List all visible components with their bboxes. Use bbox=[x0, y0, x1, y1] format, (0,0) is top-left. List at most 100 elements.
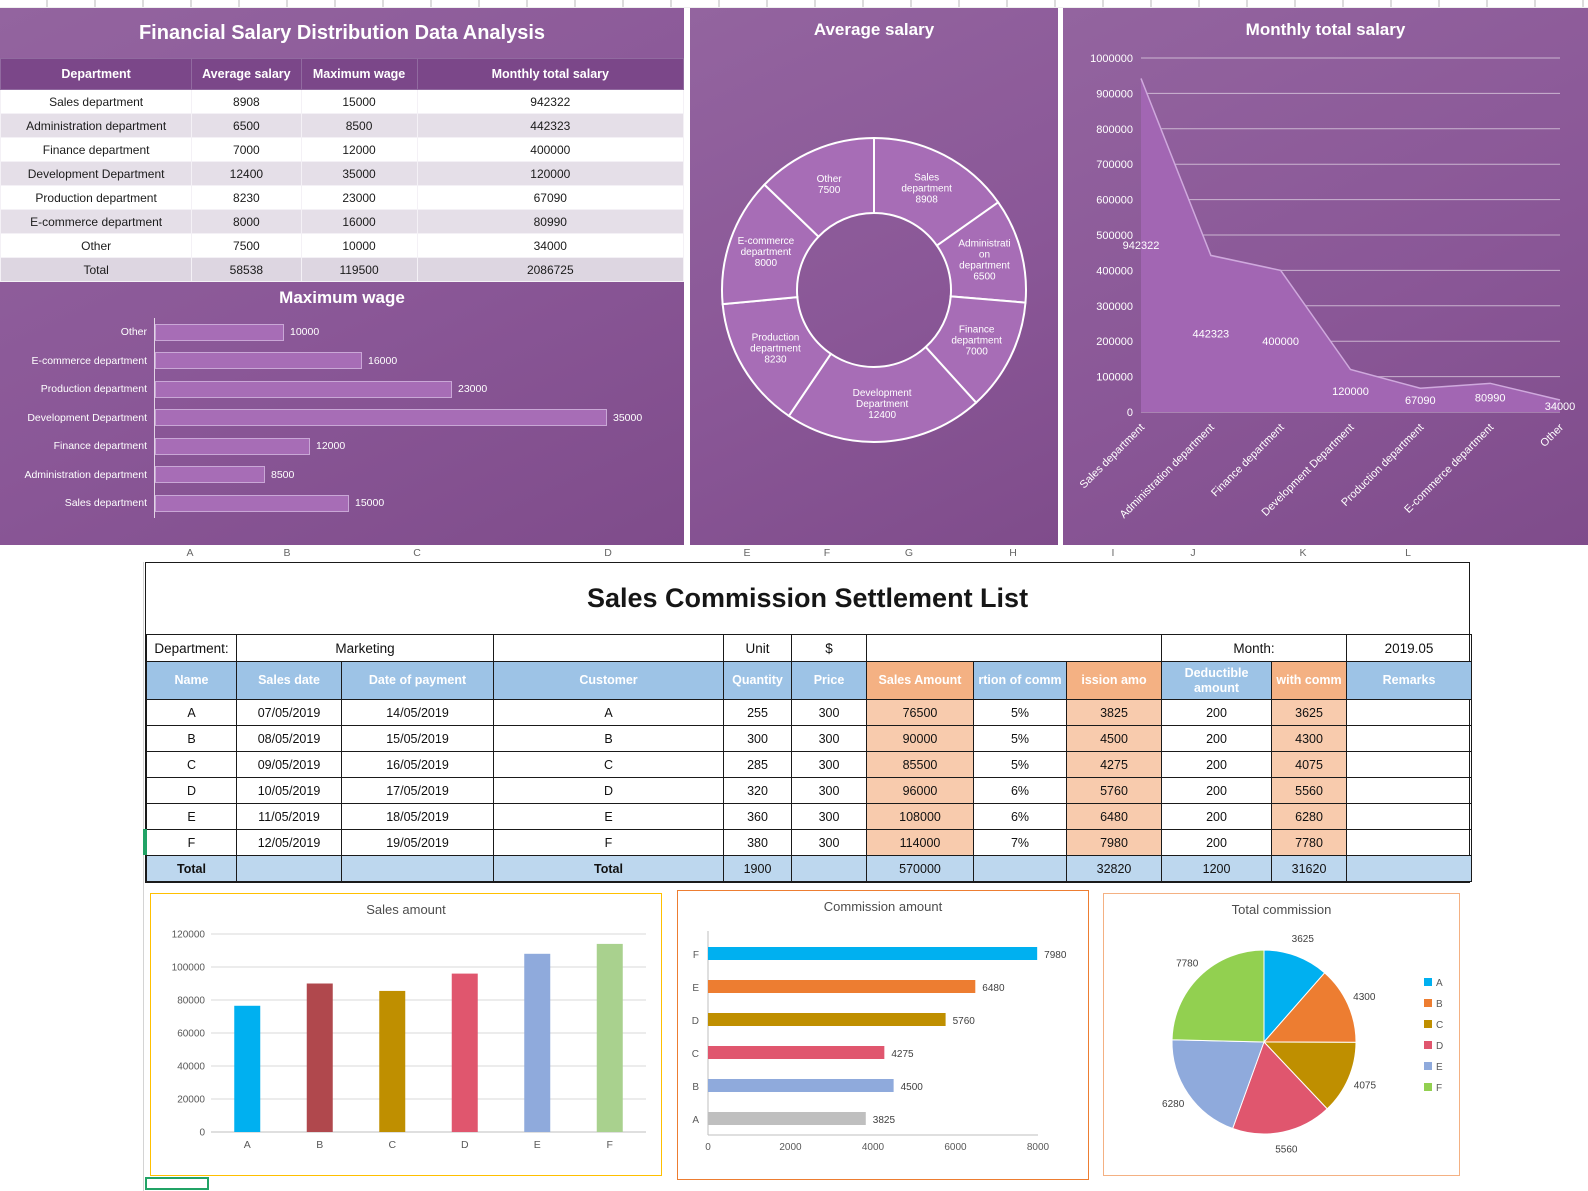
unit-value-cell[interactable]: $ bbox=[791, 634, 867, 662]
column-letter-H[interactable]: H bbox=[1009, 547, 1017, 559]
commission-cell[interactable] bbox=[1346, 777, 1473, 804]
salary-cell[interactable]: 80990 bbox=[416, 209, 685, 234]
bar-Other[interactable] bbox=[155, 323, 284, 341]
commission-cell[interactable]: A bbox=[493, 699, 724, 726]
bar-E[interactable] bbox=[708, 980, 976, 993]
salary-cell[interactable]: Finance department bbox=[0, 137, 193, 162]
commission-cell[interactable] bbox=[1346, 803, 1473, 830]
commission-cell[interactable]: A bbox=[146, 699, 237, 726]
salary-cell[interactable]: 119500 bbox=[300, 257, 418, 282]
column-letter-D[interactable]: D bbox=[604, 547, 612, 559]
total-cell[interactable] bbox=[973, 855, 1067, 882]
bar-C[interactable] bbox=[708, 1046, 885, 1059]
commission-cell[interactable]: 90000 bbox=[866, 725, 974, 752]
commission-cell[interactable]: 07/05/2019 bbox=[236, 699, 342, 726]
salary-cell[interactable]: 12000 bbox=[300, 137, 418, 162]
commission-cell[interactable]: 7% bbox=[973, 829, 1067, 856]
bar-Finance department[interactable] bbox=[155, 437, 310, 455]
empty-cell[interactable] bbox=[493, 634, 724, 662]
pie-slice-F[interactable] bbox=[1171, 949, 1265, 1043]
total-cell[interactable] bbox=[791, 855, 867, 882]
salary-cell[interactable]: 8000 bbox=[191, 209, 302, 234]
commission-cell[interactable]: 12/05/2019 bbox=[236, 829, 342, 856]
unit-label-cell[interactable]: Unit bbox=[723, 634, 792, 662]
commission-cell[interactable]: 6280 bbox=[1271, 803, 1348, 830]
total-cell[interactable] bbox=[1346, 855, 1473, 882]
salary-cell[interactable]: Production department bbox=[0, 185, 193, 210]
total-cell[interactable]: 1900 bbox=[723, 855, 792, 882]
commission-cell[interactable]: 300 bbox=[723, 725, 792, 752]
commission-amount-bar-chart[interactable]: F 7980 E 6480 D 5760 C 4275 B 4500 A 3825 0 2000 4000 6… bbox=[678, 917, 1086, 1177]
salary-cell[interactable]: 67090 bbox=[416, 185, 685, 210]
legend-label-D[interactable]: D bbox=[1436, 1041, 1443, 1052]
commission-cell[interactable]: 18/05/2019 bbox=[341, 803, 494, 830]
total-cell[interactable]: 31620 bbox=[1271, 855, 1348, 882]
pie-slice-D[interactable] bbox=[1232, 1041, 1328, 1135]
bar-Sales department[interactable] bbox=[155, 494, 349, 512]
salary-cell[interactable]: 120000 bbox=[416, 161, 685, 186]
commission-cell[interactable]: 4075 bbox=[1271, 751, 1348, 778]
commission-col-header[interactable]: with comm bbox=[1271, 661, 1348, 700]
total-cell[interactable]: 570000 bbox=[866, 855, 974, 882]
commission-cell[interactable]: D bbox=[146, 777, 237, 804]
total-cell[interactable]: 1200 bbox=[1161, 855, 1273, 882]
commission-cell[interactable]: 7780 bbox=[1271, 829, 1348, 856]
salary-cell[interactable]: 6500 bbox=[191, 113, 302, 138]
commission-cell[interactable]: C bbox=[146, 751, 237, 778]
column-C[interactable] bbox=[379, 990, 406, 1132]
commission-cell[interactable]: 08/05/2019 bbox=[236, 725, 342, 752]
column-letter-C[interactable]: C bbox=[413, 547, 421, 559]
commission-cell[interactable]: 320 bbox=[723, 777, 792, 804]
commission-cell[interactable]: 5760 bbox=[1065, 777, 1163, 804]
commission-cell[interactable]: C bbox=[493, 751, 724, 778]
commission-cell[interactable]: 380 bbox=[723, 829, 792, 856]
commission-cell[interactable]: 200 bbox=[1161, 725, 1273, 752]
legend-label-E[interactable]: E bbox=[1436, 1062, 1443, 1073]
commission-cell[interactable]: 6% bbox=[973, 803, 1067, 830]
salary-cell[interactable]: 12400 bbox=[191, 161, 302, 186]
column-letter-L[interactable]: L bbox=[1405, 547, 1411, 559]
commission-cell[interactable]: 19/05/2019 bbox=[341, 829, 494, 856]
salary-cell[interactable]: 8230 bbox=[191, 185, 302, 210]
column-A[interactable] bbox=[234, 1005, 261, 1132]
commission-cell[interactable]: 3625 bbox=[1271, 699, 1348, 726]
pie-slice-C[interactable] bbox=[1262, 1041, 1357, 1110]
column-B[interactable] bbox=[306, 983, 333, 1133]
commission-cell[interactable]: 4500 bbox=[1065, 725, 1163, 752]
column-letter-J[interactable]: J bbox=[1190, 547, 1196, 559]
commission-col-header[interactable]: rtion of comm bbox=[973, 661, 1067, 700]
salary-cell[interactable]: 10000 bbox=[300, 233, 418, 258]
empty-cell[interactable] bbox=[865, 634, 1163, 662]
commission-cell[interactable]: 96000 bbox=[866, 777, 974, 804]
commission-cell[interactable]: 200 bbox=[1161, 777, 1273, 804]
column-letter-B[interactable]: B bbox=[283, 547, 291, 559]
total-cell[interactable]: Total bbox=[146, 855, 237, 882]
salary-cell[interactable]: 2086725 bbox=[416, 257, 685, 282]
commission-cell[interactable]: 300 bbox=[791, 699, 867, 726]
donut-slice-Development Department[interactable] bbox=[787, 345, 978, 443]
commission-cell[interactable]: 7980 bbox=[1065, 829, 1163, 856]
pie-slice-E[interactable] bbox=[1171, 1039, 1265, 1130]
salary-cell[interactable]: 400000 bbox=[416, 137, 685, 162]
total-cell[interactable]: Total bbox=[493, 855, 724, 882]
bar-B[interactable] bbox=[708, 1079, 894, 1092]
bar-F[interactable] bbox=[708, 947, 1038, 960]
commission-cell[interactable]: 200 bbox=[1161, 699, 1273, 726]
salary-col-header[interactable]: Department bbox=[0, 58, 193, 90]
department-label-cell[interactable]: Department: bbox=[146, 634, 237, 662]
commission-cell[interactable] bbox=[1346, 699, 1473, 726]
commission-cell[interactable]: 300 bbox=[791, 777, 867, 804]
commission-cell[interactable]: 300 bbox=[791, 803, 867, 830]
salary-cell[interactable]: 8500 bbox=[300, 113, 418, 138]
salary-cell[interactable]: Other bbox=[0, 233, 193, 258]
pie-slice-A[interactable] bbox=[1263, 949, 1326, 1044]
column-D[interactable] bbox=[451, 973, 478, 1132]
commission-cell[interactable]: 300 bbox=[791, 725, 867, 752]
commission-cell[interactable]: 4275 bbox=[1065, 751, 1163, 778]
commission-cell[interactable]: 5% bbox=[973, 751, 1067, 778]
bar-E-commerce department[interactable] bbox=[155, 352, 362, 370]
column-letter-A[interactable]: A bbox=[186, 547, 194, 559]
salary-col-header[interactable]: Maximum wage bbox=[300, 58, 418, 90]
